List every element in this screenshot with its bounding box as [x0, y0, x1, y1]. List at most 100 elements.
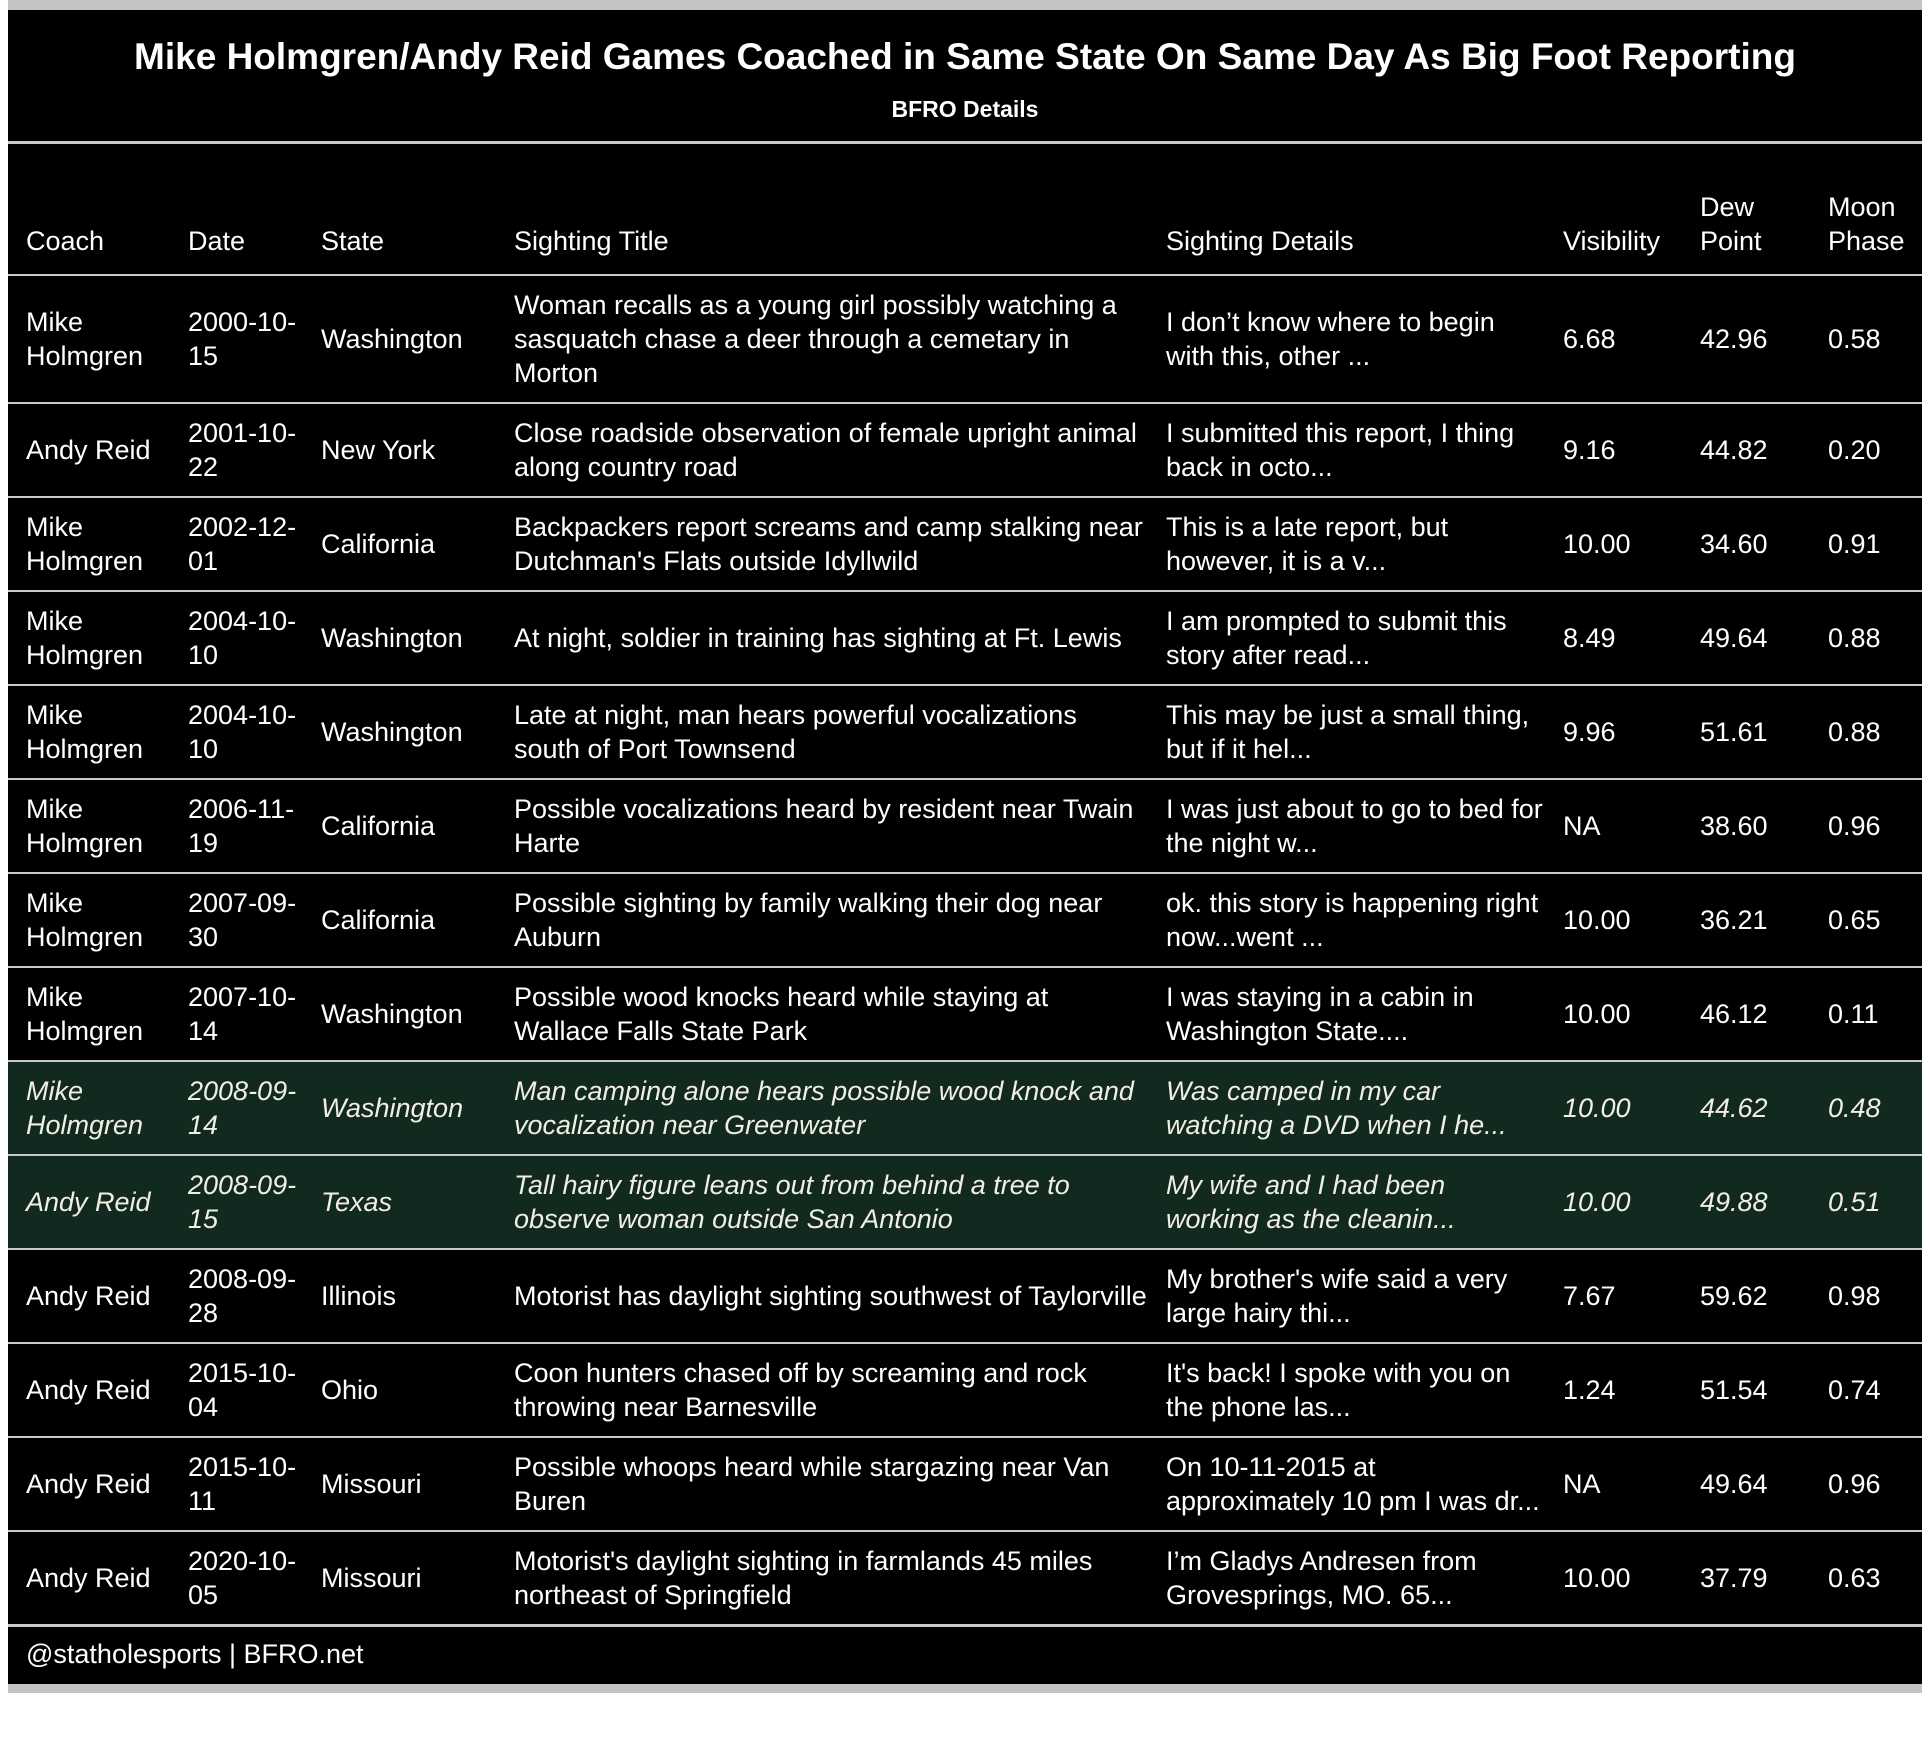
cell-visibility: NA	[1563, 1469, 1601, 1499]
cell-sighting-details: My brother's wife said a very large hair…	[1166, 1264, 1508, 1328]
cell-state: Washington	[321, 324, 463, 354]
cell-sighting-title: Man camping alone hears possible wood kn…	[514, 1076, 1134, 1140]
cell-sighting-title: Motorist has daylight sighting southwest…	[514, 1281, 1147, 1311]
cell-date: 2008-09-14	[188, 1076, 297, 1140]
cell-state: California	[321, 905, 436, 935]
table-row: Andy Reid 2015-10-11 Missouri Possible w…	[8, 1437, 1922, 1531]
cell-coach: Mike Holmgren	[26, 888, 144, 952]
table-row: Mike Holmgren 2004-10-10 Washington Late…	[8, 685, 1922, 779]
cell-moon-phase: 0.74	[1828, 1375, 1881, 1405]
cell-dew-point: 46.12	[1700, 999, 1768, 1029]
cell-moon-phase: 0.65	[1828, 905, 1881, 935]
cell-state: Washington	[321, 717, 463, 747]
table-row: Andy Reid 2008-09-28 Illinois Motorist h…	[8, 1249, 1922, 1343]
cell-moon-phase: 0.88	[1828, 717, 1881, 747]
cell-date: 2004-10-10	[188, 700, 297, 764]
bfro-table-card: Mike Holmgren/Andy Reid Games Coached in…	[8, 0, 1922, 1693]
cell-sighting-details: I’m Gladys Andresen from Grovesprings, M…	[1166, 1546, 1477, 1610]
table-body: Mike Holmgren 2000-10-15 Washington Woma…	[8, 275, 1922, 1624]
cell-coach: Mike Holmgren	[26, 794, 144, 858]
header-row: Coach Date State Sighting Title Sighting…	[8, 144, 1922, 275]
cell-sighting-details: It's back! I spoke with you on the phone…	[1166, 1358, 1511, 1422]
table-row: Andy Reid 2020-10-05 Missouri Motorist's…	[8, 1531, 1922, 1624]
table-row: Mike Holmgren 2007-10-14 Washington Poss…	[8, 967, 1922, 1061]
cell-dew-point: 49.64	[1700, 623, 1768, 653]
cell-state: Ohio	[321, 1375, 379, 1405]
cell-date: 2008-09-15	[188, 1170, 297, 1234]
cell-visibility: 10.00	[1563, 905, 1631, 935]
cell-dew-point: 51.54	[1700, 1375, 1768, 1405]
cell-state: Missouri	[321, 1469, 422, 1499]
cell-sighting-details: I am prompted to submit this story after…	[1166, 606, 1507, 670]
cell-dew-point: 44.62	[1700, 1093, 1768, 1123]
cell-moon-phase: 0.91	[1828, 529, 1881, 559]
cell-state: California	[321, 529, 436, 559]
cell-moon-phase: 0.96	[1828, 1469, 1881, 1499]
cell-visibility: 1.24	[1563, 1375, 1616, 1405]
cell-date: 2001-10-22	[188, 418, 297, 482]
cell-sighting-title: Possible wood knocks heard while staying…	[514, 982, 1049, 1046]
cell-coach: Mike Holmgren	[26, 307, 144, 371]
cell-visibility: 6.68	[1563, 324, 1616, 354]
column-header-visibility: Visibility	[1563, 226, 1661, 256]
cell-sighting-title: At night, soldier in training has sighti…	[514, 623, 1122, 653]
table-row: Andy Reid 2001-10-22 New York Close road…	[8, 403, 1922, 497]
cell-visibility: 10.00	[1563, 529, 1631, 559]
cell-sighting-details: This is a late report, but however, it i…	[1166, 512, 1449, 576]
cell-state: Texas	[321, 1187, 393, 1217]
column-header-coach: Coach	[26, 226, 105, 256]
cell-coach: Andy Reid	[26, 1563, 151, 1593]
cell-sighting-title: Coon hunters chased off by screaming and…	[514, 1358, 1087, 1422]
cell-sighting-details: I submitted this report, I thing back in…	[1166, 418, 1515, 482]
table-row: Mike Holmgren 2002-12-01 California Back…	[8, 497, 1922, 591]
cell-dew-point: 49.88	[1700, 1187, 1768, 1217]
cell-moon-phase: 0.58	[1828, 324, 1881, 354]
table-header: Coach Date State Sighting Title Sighting…	[8, 144, 1922, 275]
cell-coach: Mike Holmgren	[26, 982, 144, 1046]
cell-sighting-title: Backpackers report screams and camp stal…	[514, 512, 1143, 576]
cell-sighting-details: I don’t know where to begin with this, o…	[1166, 307, 1495, 371]
cell-date: 2020-10-05	[188, 1546, 297, 1610]
cell-coach: Mike Holmgren	[26, 700, 144, 764]
cell-dew-point: 36.21	[1700, 905, 1768, 935]
cell-visibility: NA	[1563, 811, 1601, 841]
cell-coach: Andy Reid	[26, 1375, 151, 1405]
cell-sighting-title: Possible sighting by family walking thei…	[514, 888, 1103, 952]
table-row: Mike Holmgren 2006-11-19 California Poss…	[8, 779, 1922, 873]
cell-sighting-details: I was just about to go to bed for the ni…	[1166, 794, 1543, 858]
cell-sighting-details: This may be just a small thing, but if i…	[1166, 700, 1530, 764]
cell-sighting-title: Late at night, man hears powerful vocali…	[514, 700, 1077, 764]
cell-date: 2000-10-15	[188, 307, 297, 371]
cell-sighting-details: ok. this story is happening right now...…	[1166, 888, 1539, 952]
cell-state: Washington	[321, 999, 463, 1029]
cell-sighting-title: Motorist's daylight sighting in farmland…	[514, 1546, 1093, 1610]
cell-visibility: 10.00	[1563, 1093, 1631, 1123]
cell-dew-point: 42.96	[1700, 324, 1768, 354]
cell-moon-phase: 0.63	[1828, 1563, 1881, 1593]
cell-visibility: 9.96	[1563, 717, 1616, 747]
cell-date: 2015-10-04	[188, 1358, 297, 1422]
column-header-moon-phase: Moon Phase	[1828, 192, 1905, 256]
cell-coach: Mike Holmgren	[26, 606, 144, 670]
cell-sighting-title: Possible vocalizations heard by resident…	[514, 794, 1134, 858]
cell-date: 2015-10-11	[188, 1452, 297, 1516]
cell-date: 2007-10-14	[188, 982, 297, 1046]
cell-dew-point: 49.64	[1700, 1469, 1768, 1499]
cell-state: New York	[321, 435, 436, 465]
table-row: Mike Holmgren 2008-09-14 Washington Man …	[8, 1061, 1922, 1155]
sightings-table: Coach Date State Sighting Title Sighting…	[8, 144, 1922, 1624]
cell-state: Missouri	[321, 1563, 422, 1593]
column-header-dew-point: Dew Point	[1700, 192, 1762, 256]
cell-moon-phase: 0.98	[1828, 1281, 1881, 1311]
cell-sighting-details: I was staying in a cabin in Washington S…	[1166, 982, 1474, 1046]
page-subtitle: BFRO Details	[891, 96, 1039, 122]
cell-dew-point: 51.61	[1700, 717, 1768, 747]
cell-moon-phase: 0.51	[1828, 1187, 1881, 1217]
column-header-sighting-title: Sighting Title	[514, 226, 669, 256]
cell-date: 2002-12-01	[188, 512, 297, 576]
cell-sighting-title: Woman recalls as a young girl possibly w…	[514, 290, 1117, 388]
cell-visibility: 8.49	[1563, 623, 1616, 653]
cell-dew-point: 37.79	[1700, 1563, 1768, 1593]
table-row: Mike Holmgren 2004-10-10 Washington At n…	[8, 591, 1922, 685]
cell-state: Washington	[321, 623, 463, 653]
